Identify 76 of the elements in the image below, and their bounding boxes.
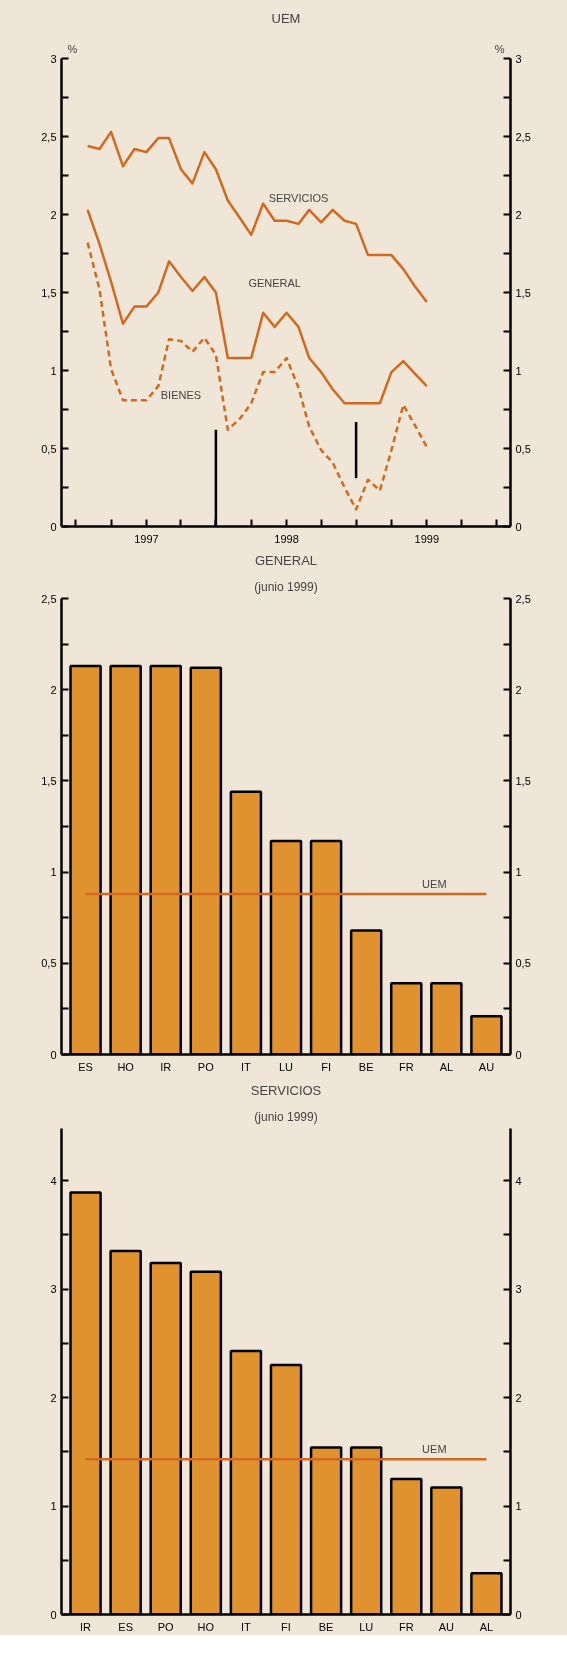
y2-tick-label: 3 [515,52,522,65]
y2-tick-label: 3 [515,1283,522,1296]
x-tick-label: FI [281,1620,291,1633]
y2-tick-label: 1,5 [515,774,531,787]
y2-axis-title: % [494,42,505,55]
y-tick-label: 1 [50,1500,57,1513]
y-tick-label: 4 [50,1174,57,1187]
series-label: BIENES [160,388,202,401]
x-tick-label: IT [241,1060,252,1073]
x-tick-label: 1999 [414,532,440,545]
y2-tick-label: 1,5 [515,286,531,299]
x-tick-label: 1998 [274,532,299,545]
x-tick-label: AL [479,1620,494,1633]
chart-title: UEM [271,10,301,26]
x-tick-label: AU [438,1620,455,1633]
x-tick-label: HO [197,1620,215,1633]
x-tick-label: 1997 [134,532,159,545]
y-tick-label: 0 [50,1608,57,1621]
x-tick-label: PO [157,1620,175,1633]
y-tick-label: 3 [50,1283,57,1296]
y2-tick-label: 1 [515,866,522,879]
y-tick-label: 0,5 [41,442,57,455]
y2-tick-label: 2,5 [515,592,531,605]
x-tick-label: FR [398,1060,414,1073]
y2-tick-label: 0 [515,1048,522,1061]
y2-tick-label: 0,5 [515,442,531,455]
y-tick-label: 2,5 [41,592,57,605]
y2-tick-label: 1 [515,364,522,377]
y2-tick-label: 4 [515,1174,522,1187]
y-tick-label: 0 [50,520,57,533]
y2-tick-label: 2 [515,1391,522,1404]
x-tick-label: PO [197,1060,215,1073]
x-tick-label: LU [278,1060,294,1073]
y-tick-label: 0,5 [41,957,57,970]
chart-subtitle: (junio 1999) [254,1109,318,1124]
y2-tick-label: 1 [515,1500,522,1513]
y-tick-label: 0 [50,1048,57,1061]
y-axis-title: % [67,42,78,55]
x-tick-label: BE [358,1060,374,1073]
ref-line-label: UEM [422,877,447,890]
x-tick-label: ES [118,1620,133,1633]
y-tick-label: 1 [50,364,57,377]
x-tick-label: FI [321,1060,331,1073]
y2-tick-label: 2 [515,208,522,221]
series-label: SERVICIOS [268,191,329,204]
chart-title: GENERAL [254,552,318,568]
y2-tick-label: 0 [515,520,522,533]
x-tick-label: IR [160,1060,172,1073]
y2-tick-label: 0,5 [515,957,531,970]
x-tick-label: FR [398,1620,414,1633]
x-tick-label: ES [78,1060,93,1073]
y-tick-label: 2 [50,683,57,696]
x-tick-label: IT [241,1620,252,1633]
x-tick-label: BE [318,1620,334,1633]
y2-tick-label: 2 [515,683,522,696]
x-tick-label: AU [478,1060,495,1073]
x-tick-label: LU [359,1620,374,1633]
line-series [86,208,429,405]
ref-line-label: UEM [422,1443,447,1456]
y2-tick-label: 2,5 [515,130,531,143]
y-tick-label: 2 [50,1391,57,1404]
x-tick-label: IR [80,1620,92,1633]
x-tick-label: AL [439,1060,454,1073]
x-tick-label: HO [117,1060,135,1073]
line-series [86,130,429,304]
text: GENERAL [248,276,301,289]
line-series [86,241,429,511]
y-tick-label: 3 [50,52,57,65]
y-tick-label: 2 [50,208,57,221]
y-tick-label: 1,5 [41,286,57,299]
y-tick-label: 1 [50,866,57,879]
y2-tick-label: 0 [515,1608,522,1621]
y-tick-label: 1,5 [41,774,57,787]
chart-subtitle: (junio 1999) [254,579,318,594]
chart-title: SERVICIOS [250,1082,322,1098]
y-tick-label: 2,5 [41,130,57,143]
